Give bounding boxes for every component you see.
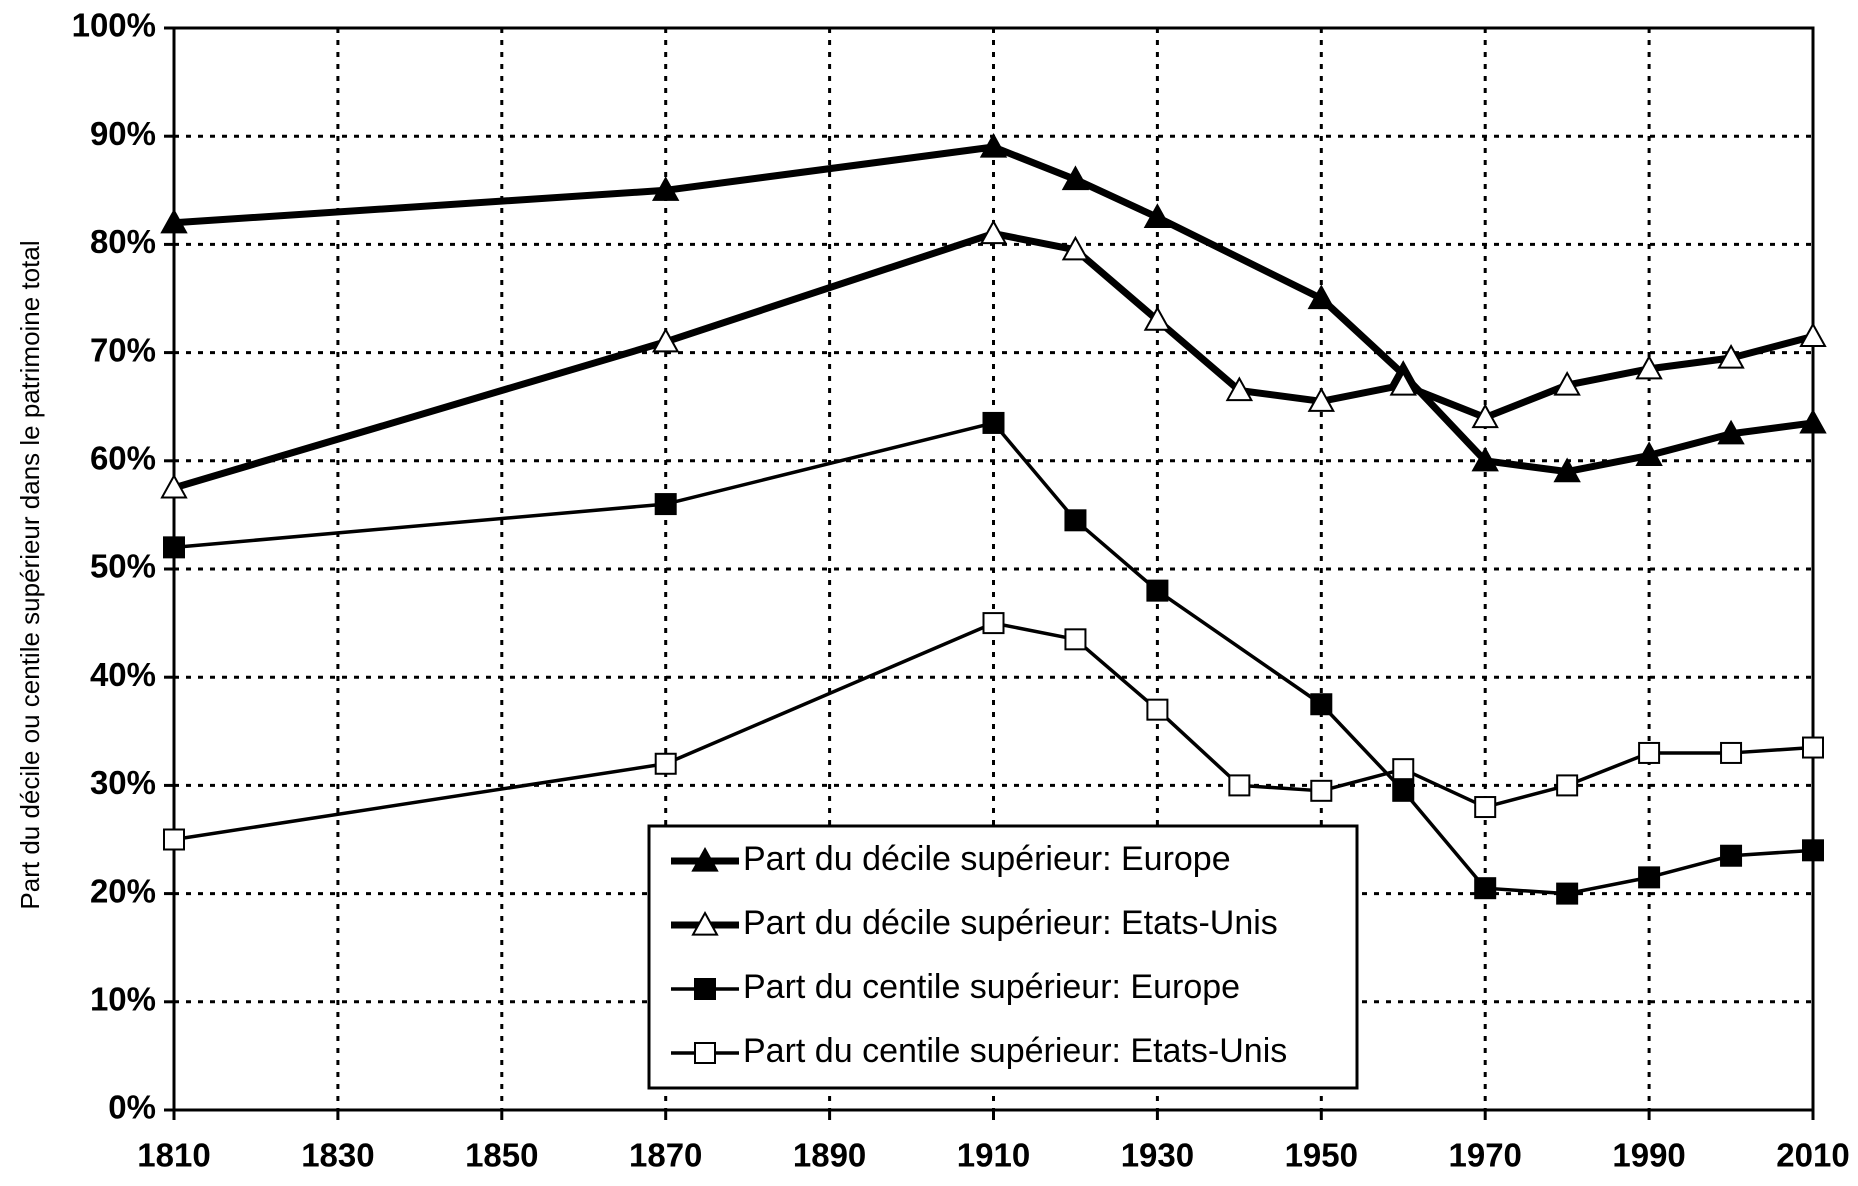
legend-marker: [691, 910, 719, 936]
marker: [1392, 779, 1415, 802]
marker: [1717, 343, 1745, 369]
marker: [1471, 446, 1499, 472]
marker: [1064, 628, 1087, 651]
y-tick-label: 70%: [90, 331, 156, 368]
marker: [979, 132, 1008, 158]
marker: [163, 828, 185, 851]
marker: [160, 473, 188, 499]
marker: [654, 493, 677, 516]
marker: [1474, 796, 1497, 819]
marker: [1553, 371, 1581, 396]
x-tick-label: 1830: [301, 1137, 374, 1174]
y-tick-label: 10%: [90, 981, 156, 1018]
y-tick-label: 40%: [90, 656, 156, 693]
x-tick-label: 1950: [1285, 1137, 1358, 1174]
marker: [1802, 839, 1824, 862]
x-tick-label: 1870: [629, 1137, 702, 1174]
legend-label: Part du centile supérieur: Europe: [743, 968, 1240, 1006]
marker: [1471, 403, 1499, 429]
y-tick-label: 60%: [90, 440, 156, 477]
x-tick-label: 2010: [1776, 1137, 1849, 1174]
marker: [1392, 758, 1415, 781]
legend-label: Part du décile supérieur: Europe: [743, 840, 1231, 878]
y-tick-label: 90%: [90, 115, 156, 152]
marker: [160, 208, 188, 234]
plot-frame: [172, 26, 1815, 1112]
marker: [1802, 736, 1824, 759]
marker: [1307, 284, 1335, 310]
x-tick-label: 1850: [465, 1137, 538, 1174]
marker: [1310, 693, 1333, 716]
marker: [1143, 306, 1172, 331]
marker: [979, 219, 1008, 245]
legend: Part du décile supérieur: Europe Part du …: [647, 824, 1359, 1090]
marker: [1061, 235, 1090, 261]
marker: [654, 752, 677, 775]
marker: [652, 176, 680, 201]
marker: [1146, 698, 1169, 721]
legend-marker: [691, 846, 719, 872]
x-tick-label: 1970: [1448, 1137, 1521, 1174]
marker: [1635, 354, 1663, 380]
marker: [1228, 774, 1251, 797]
legend-label: Part du décile supérieur: Etats-Unis: [743, 904, 1278, 942]
marker: [1146, 579, 1169, 602]
legend-marker: [694, 1042, 716, 1064]
marker: [1799, 322, 1827, 347]
marker: [1799, 408, 1827, 434]
marker: [1638, 866, 1661, 889]
marker: [1717, 419, 1745, 445]
y-tick-label: 30%: [90, 764, 156, 801]
marker: [1553, 457, 1581, 483]
marker: [1143, 203, 1172, 228]
x-tick-label: 1890: [793, 1137, 866, 1174]
y-tick-label: 0%: [108, 1089, 156, 1126]
legend-marker: [694, 978, 716, 1000]
marker: [1635, 441, 1663, 466]
legend-label: Part du centile supérieur: Etats-Unis: [743, 1032, 1287, 1070]
marker: [1474, 877, 1497, 900]
marker: [982, 612, 1005, 635]
marker: [1061, 165, 1090, 191]
x-tick-label: 1990: [1612, 1137, 1685, 1174]
y-tick-label: 50%: [90, 548, 156, 585]
legend-box: [647, 824, 1359, 1090]
y-tick-label: 20%: [90, 872, 156, 909]
marker: [652, 327, 680, 353]
x-tick-label: 1810: [137, 1137, 210, 1174]
marker: [163, 536, 185, 559]
y-tick-label: 100%: [72, 7, 156, 44]
y-axis-label: Part du décile ou centile supérieur dans…: [15, 240, 45, 909]
series-line: [173, 143, 1814, 476]
marker: [1720, 741, 1743, 764]
marker: [1310, 779, 1333, 802]
marker: [982, 411, 1005, 434]
x-tick-label: 1910: [957, 1137, 1030, 1174]
marker: [1720, 844, 1743, 867]
series-line: [173, 421, 1814, 896]
marker: [1638, 741, 1661, 764]
marker: [1556, 882, 1579, 905]
marker: [1389, 371, 1417, 396]
marker: [1225, 376, 1254, 402]
marker: [1556, 774, 1579, 797]
x-tick-label: 1930: [1121, 1137, 1194, 1174]
marker: [1307, 387, 1335, 412]
y-tick-label: 80%: [90, 223, 156, 260]
marker: [1064, 509, 1087, 532]
